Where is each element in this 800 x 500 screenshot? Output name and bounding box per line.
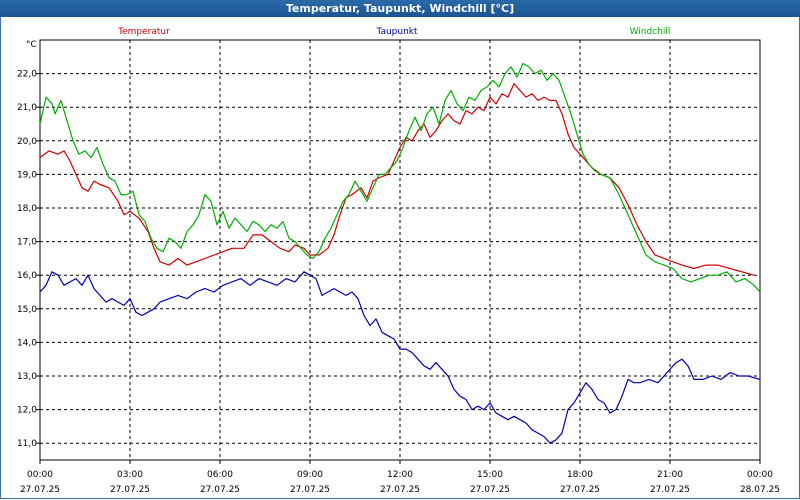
legend-temperatur: Temperatur (117, 27, 170, 37)
y-tick-label: 17,0 (17, 238, 37, 248)
x-tick-time-label: 06:00 (207, 470, 233, 480)
x-tick-time-label: 21:00 (657, 470, 683, 480)
series-line-taupunkt (39, 271, 761, 444)
x-tick-date-label: 27.07.25 (380, 485, 420, 495)
y-tick-label: 14,0 (17, 338, 37, 348)
x-tick-time-label: 00:00 (27, 470, 53, 480)
y-tick-label: 13,0 (17, 372, 37, 382)
x-tick-date-label: 27.07.25 (650, 485, 690, 495)
y-axis-unit-label: °C (26, 40, 37, 50)
y-tick-label: 15,0 (17, 305, 37, 315)
y-tick-label: 22,0 (17, 70, 37, 80)
x-tick-time-label: 03:00 (117, 470, 143, 480)
x-tick-time-label: 15:00 (477, 470, 503, 480)
x-tick-date-label: 27.07.25 (470, 485, 510, 495)
x-tick-date-label: 28.07.25 (740, 485, 780, 495)
y-tick-label: 21,0 (17, 103, 37, 113)
y-tick-label: 19,0 (17, 170, 37, 180)
y-tick-label: 16,0 (17, 271, 37, 281)
series-line-windchill (39, 62, 761, 293)
legend-taupunkt: Taupunkt (375, 27, 418, 37)
x-tick-date-label: 27.07.25 (290, 485, 330, 495)
x-tick-date-label: 27.07.25 (110, 485, 150, 495)
x-tick-time-label: 12:00 (387, 470, 413, 480)
legend-windchill: Windchill (630, 27, 671, 37)
y-tick-label: 11,0 (17, 439, 37, 449)
y-tick-label: 12,0 (17, 406, 37, 416)
x-tick-time-label: 18:00 (567, 470, 593, 480)
series-line-temperatur (39, 83, 755, 276)
window-title: Temperatur, Taupunkt, Windchill [°C] (0, 0, 800, 17)
x-tick-date-label: 27.07.25 (560, 485, 600, 495)
x-tick-date-label: 27.07.25 (20, 485, 60, 495)
y-tick-label: 18,0 (17, 204, 37, 214)
y-tick-label: 20,0 (17, 137, 37, 147)
x-tick-time-label: 00:00 (747, 470, 773, 480)
x-tick-date-label: 27.07.25 (200, 485, 240, 495)
x-tick-time-label: 09:00 (297, 470, 323, 480)
